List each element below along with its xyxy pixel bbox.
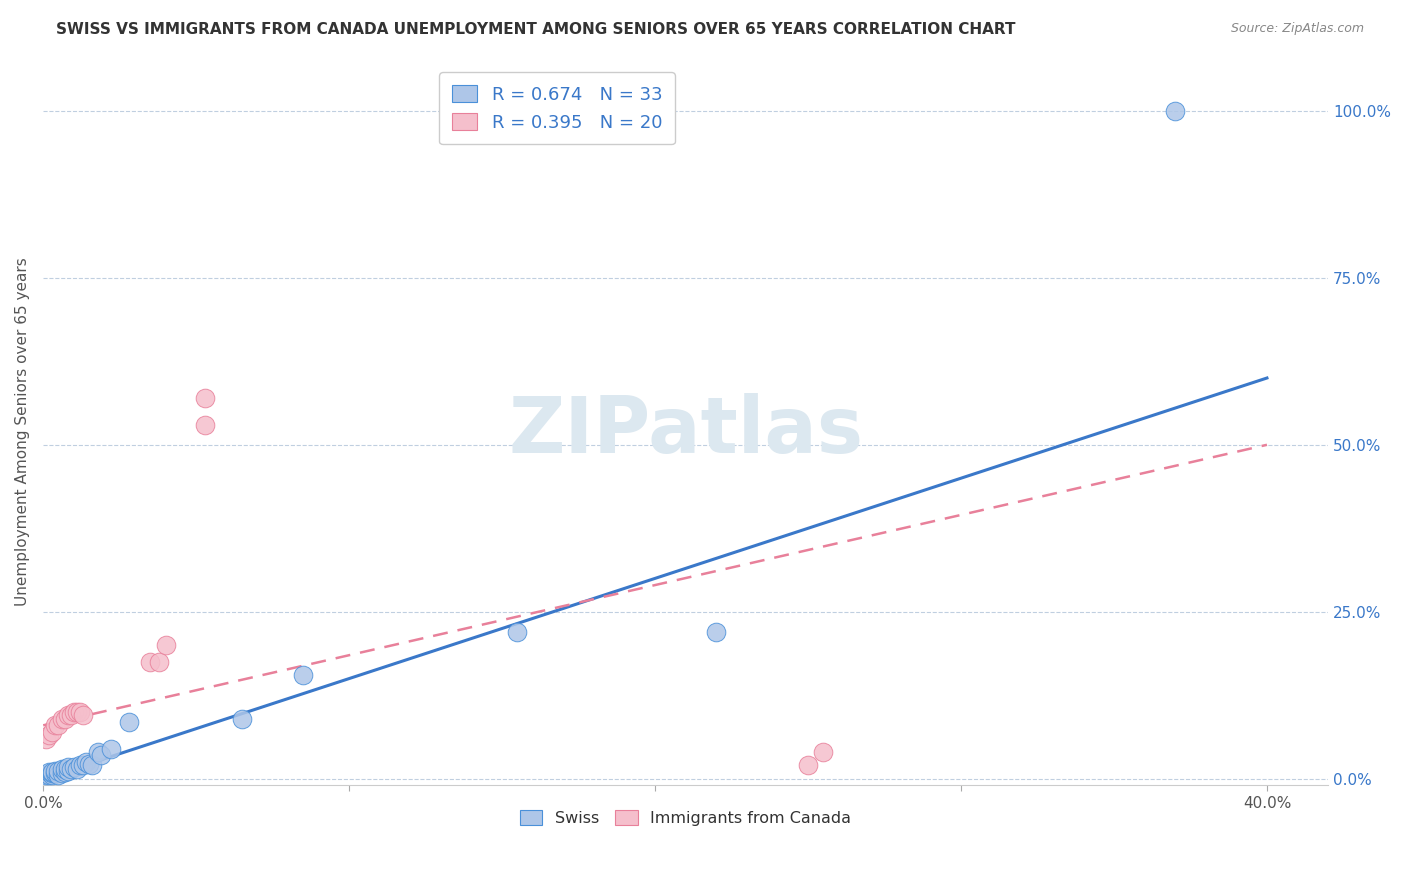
Point xyxy=(231,712,253,726)
Point xyxy=(44,764,66,778)
Point xyxy=(69,705,91,719)
Point xyxy=(813,745,835,759)
Point xyxy=(38,768,60,782)
Point xyxy=(48,718,70,732)
Point xyxy=(77,757,100,772)
Point xyxy=(704,624,727,639)
Point xyxy=(100,741,122,756)
Point xyxy=(1164,103,1187,118)
Legend: Swiss, Immigrants from Canada: Swiss, Immigrants from Canada xyxy=(512,802,859,834)
Point xyxy=(56,764,79,778)
Point xyxy=(90,748,112,763)
Point xyxy=(59,708,82,723)
Point xyxy=(41,768,63,782)
Point xyxy=(155,638,177,652)
Text: Source: ZipAtlas.com: Source: ZipAtlas.com xyxy=(1230,22,1364,36)
Point xyxy=(87,745,110,759)
Point xyxy=(53,765,76,780)
Point xyxy=(66,705,89,719)
Point xyxy=(51,763,73,777)
Y-axis label: Unemployment Among Seniors over 65 years: Unemployment Among Seniors over 65 years xyxy=(15,257,30,606)
Point xyxy=(35,768,58,782)
Point xyxy=(51,712,73,726)
Point xyxy=(66,763,89,777)
Point xyxy=(38,765,60,780)
Point xyxy=(56,760,79,774)
Text: SWISS VS IMMIGRANTS FROM CANADA UNEMPLOYMENT AMONG SENIORS OVER 65 YEARS CORRELA: SWISS VS IMMIGRANTS FROM CANADA UNEMPLOY… xyxy=(56,22,1015,37)
Text: ZIPatlas: ZIPatlas xyxy=(508,393,863,469)
Point xyxy=(48,764,70,778)
Point xyxy=(292,668,315,682)
Point xyxy=(38,728,60,742)
Point xyxy=(35,731,58,746)
Point xyxy=(194,391,217,405)
Point xyxy=(41,725,63,739)
Point xyxy=(56,708,79,723)
Point xyxy=(118,714,141,729)
Point xyxy=(69,758,91,772)
Point xyxy=(75,755,97,769)
Point xyxy=(82,758,104,772)
Point xyxy=(44,718,66,732)
Point xyxy=(62,760,84,774)
Point xyxy=(59,762,82,776)
Point xyxy=(53,712,76,726)
Point xyxy=(506,624,529,639)
Point xyxy=(41,765,63,780)
Point xyxy=(72,758,94,772)
Point xyxy=(48,768,70,782)
Point xyxy=(797,758,820,772)
Point xyxy=(148,655,170,669)
Point xyxy=(139,655,162,669)
Point xyxy=(41,766,63,780)
Point xyxy=(44,766,66,780)
Point xyxy=(62,705,84,719)
Point xyxy=(51,766,73,780)
Point xyxy=(72,708,94,723)
Point xyxy=(194,417,217,432)
Point xyxy=(53,762,76,776)
